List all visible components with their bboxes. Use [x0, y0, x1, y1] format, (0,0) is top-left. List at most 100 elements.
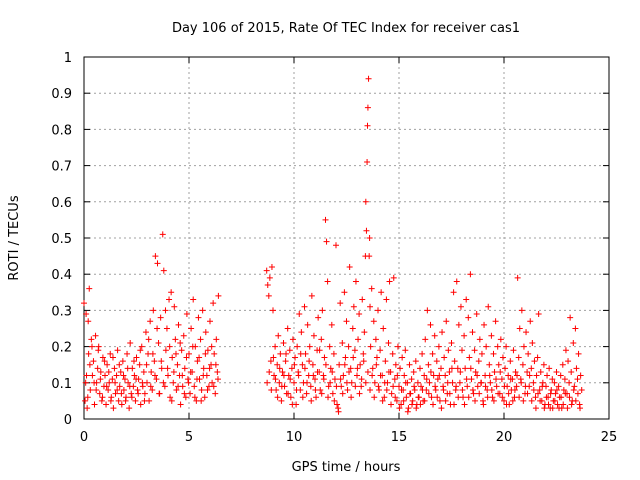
data-point: [565, 358, 572, 365]
data-point: [503, 343, 510, 350]
data-point: [343, 379, 350, 386]
data-point: [170, 379, 177, 386]
data-point: [109, 376, 116, 383]
data-point: [291, 379, 297, 386]
data-point: [575, 350, 582, 357]
data-point: [178, 347, 185, 354]
data-point: [199, 307, 206, 314]
data-point: [104, 361, 111, 368]
data-point: [540, 361, 547, 368]
data-point: [191, 383, 198, 390]
data-point: [197, 336, 204, 343]
data-point: [166, 296, 173, 303]
data-point: [478, 350, 485, 357]
data-point: [200, 372, 207, 379]
data-point: [295, 372, 302, 379]
data-point: [179, 372, 186, 379]
data-point: [525, 350, 532, 357]
axis-ticks: [83, 56, 610, 420]
data-point: [548, 387, 555, 394]
x-tick-label: 10: [286, 430, 303, 445]
data-point: [369, 365, 376, 372]
data-point: [288, 365, 295, 372]
data-point: [204, 347, 211, 354]
data-point: [482, 383, 489, 390]
data-point: [494, 343, 501, 350]
data-point: [543, 394, 550, 401]
data-point: [382, 358, 389, 365]
data-point: [180, 332, 187, 339]
data-point: [373, 354, 380, 361]
data-point: [516, 325, 523, 332]
data-point: [465, 394, 472, 401]
data-point: [536, 387, 543, 394]
data-point: [577, 372, 584, 379]
data-point: [351, 347, 358, 354]
data-point: [560, 401, 567, 408]
data-point: [309, 361, 316, 368]
data-point: [292, 354, 299, 361]
data-point: [462, 365, 469, 372]
data-point: [485, 303, 492, 310]
data-point: [425, 361, 432, 368]
data-point: [534, 354, 541, 361]
data-point: [101, 358, 108, 365]
data-point: [562, 347, 569, 354]
data-point: [483, 343, 490, 350]
data-point: [128, 394, 135, 401]
data-point: [319, 307, 326, 314]
data-point: [524, 368, 531, 375]
data-point: [312, 376, 318, 383]
data-point: [393, 397, 400, 404]
y-tick-label: 0.7: [51, 160, 72, 175]
data-point: [133, 376, 140, 383]
data-point: [85, 350, 92, 357]
data-point: [574, 376, 581, 383]
data-point: [473, 311, 480, 318]
data-point: [570, 339, 577, 346]
data-point: [190, 296, 197, 303]
data-point: [560, 387, 567, 394]
data-point: [299, 361, 306, 368]
data-point: [539, 379, 546, 386]
data-point: [153, 376, 160, 383]
data-point: [105, 368, 112, 375]
data-point: [325, 394, 332, 401]
data-point: [301, 303, 308, 310]
data-point: [453, 278, 460, 285]
data-point: [177, 339, 184, 346]
data-point: [339, 390, 346, 397]
data-point: [115, 397, 122, 404]
data-point: [554, 401, 561, 408]
data-point: [385, 339, 392, 346]
data-point: [488, 387, 495, 394]
data-point: [105, 387, 112, 394]
data-point: [116, 361, 123, 368]
data-point: [520, 397, 527, 404]
data-point: [444, 379, 451, 386]
data-point: [375, 383, 382, 390]
data-point: [270, 354, 277, 361]
data-point: [406, 390, 413, 397]
data-point: [98, 397, 105, 404]
data-point: [403, 394, 410, 401]
data-point: [140, 368, 147, 375]
data-point: [409, 397, 416, 404]
data-point: [264, 282, 271, 289]
data-point: [574, 390, 581, 397]
data-point: [318, 390, 325, 397]
data-point: [423, 376, 430, 383]
data-point: [399, 354, 406, 361]
data-point: [126, 383, 133, 390]
data-point: [465, 314, 472, 321]
data-point: [324, 278, 331, 285]
data-point: [287, 376, 294, 383]
data-point: [367, 303, 374, 310]
data-point: [535, 311, 542, 318]
data-point: [287, 394, 294, 401]
data-point: [161, 383, 168, 390]
data-point: [198, 387, 205, 394]
data-point: [275, 332, 282, 339]
data-point: [322, 216, 329, 223]
